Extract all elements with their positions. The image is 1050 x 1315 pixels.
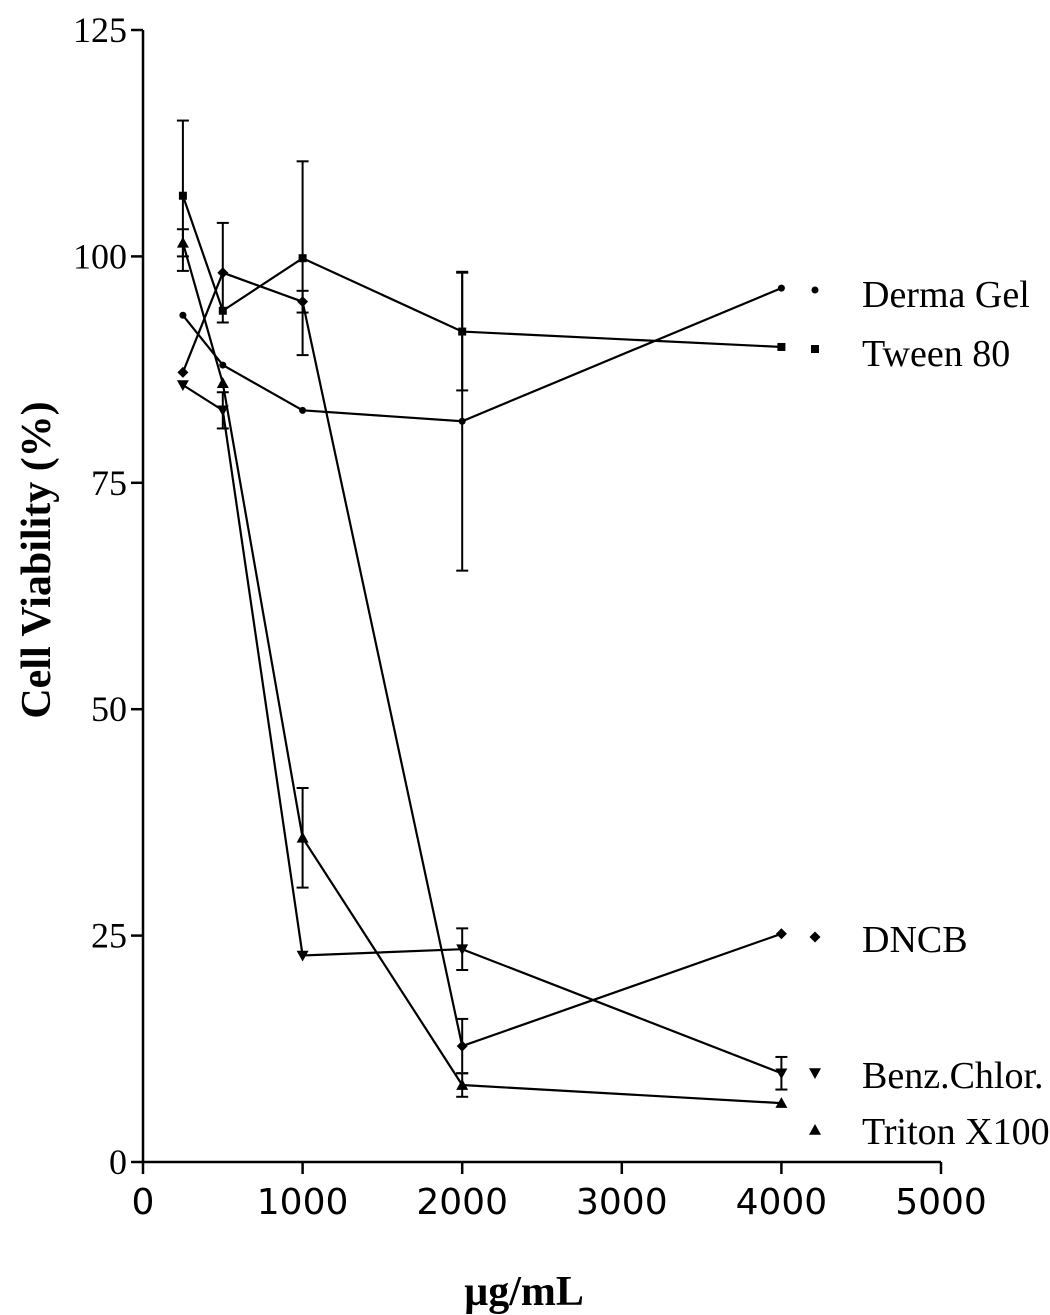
legend-label: DNCB — [862, 919, 968, 961]
data-point — [456, 1079, 469, 1090]
series-line — [181, 195, 782, 349]
series-triton-x100 — [176, 228, 788, 1108]
series-benz-chlor- — [176, 380, 788, 1091]
data-point — [296, 831, 309, 843]
legend-label: Tween 80 — [862, 333, 1010, 375]
legend-marker — [809, 1068, 821, 1079]
series-line — [181, 271, 782, 1048]
legend-marker — [811, 286, 819, 294]
y-tick-label: 100 — [73, 236, 127, 276]
y-tick-label: 0 — [109, 1142, 127, 1182]
y-tick-label: 50 — [91, 689, 127, 729]
data-point — [178, 191, 187, 200]
data-point — [298, 254, 307, 263]
data-point — [458, 327, 467, 336]
legend-marker — [809, 931, 821, 943]
legend-label: Benz.Chlor. — [862, 1055, 1044, 1097]
x-tick-label: 5000 — [895, 1182, 987, 1223]
x-axis-title: µg/mL — [464, 1269, 584, 1315]
data-point — [458, 417, 466, 425]
series-line — [182, 384, 782, 1075]
data-point — [775, 928, 787, 940]
data-point — [176, 236, 189, 248]
data-point — [777, 342, 786, 351]
y-tick-label: 75 — [91, 463, 127, 503]
data-point — [456, 1040, 468, 1052]
x-tick-label: 1000 — [257, 1182, 349, 1223]
data-point — [177, 366, 189, 378]
legend-item: Triton X100 — [809, 1111, 1050, 1153]
legend-label: Derma Gel — [862, 274, 1030, 316]
data-point — [297, 296, 309, 308]
data-point — [777, 284, 785, 292]
y-tick-label: 125 — [73, 10, 127, 50]
legend-item: Derma Gel — [811, 274, 1030, 316]
x-tick-label: 4000 — [736, 1182, 828, 1223]
legend-label: Triton X100 — [862, 1111, 1050, 1153]
legend-item: DNCB — [809, 919, 968, 961]
y-axis-title: Cell Viability (%) — [14, 401, 60, 718]
series-line — [181, 242, 782, 1105]
data-point — [216, 405, 229, 417]
data-point — [219, 361, 227, 369]
data-point — [456, 944, 469, 956]
series-line — [182, 287, 782, 423]
series-tween-80 — [176, 119, 786, 392]
data-point — [216, 377, 229, 388]
data-point — [775, 1097, 788, 1108]
data-point — [179, 311, 187, 319]
data-point — [296, 950, 309, 962]
series-layer — [176, 119, 788, 1108]
legend-item: Benz.Chlor. — [809, 1055, 1044, 1097]
axes: 0 1000 2000 3000 4000 5000 0 25 50 75 100 125 — [73, 10, 987, 1223]
x-tick-label: 2000 — [416, 1182, 508, 1223]
data-point — [299, 406, 307, 414]
series-derma-gel — [179, 270, 785, 572]
legend-item: Tween 80 — [811, 333, 1010, 375]
legend: Derma Gel Tween 80 DNCB Benz.Chlor. Triton X… — [809, 274, 1050, 1153]
data-point — [775, 1068, 788, 1080]
data-point — [217, 267, 229, 279]
x-tick-label: 3000 — [576, 1182, 668, 1223]
x-tick-label: 0 — [132, 1182, 155, 1223]
data-point — [176, 380, 189, 391]
legend-marker — [811, 345, 819, 353]
y-tick-label: 25 — [91, 916, 127, 956]
legend-marker — [809, 1124, 821, 1135]
